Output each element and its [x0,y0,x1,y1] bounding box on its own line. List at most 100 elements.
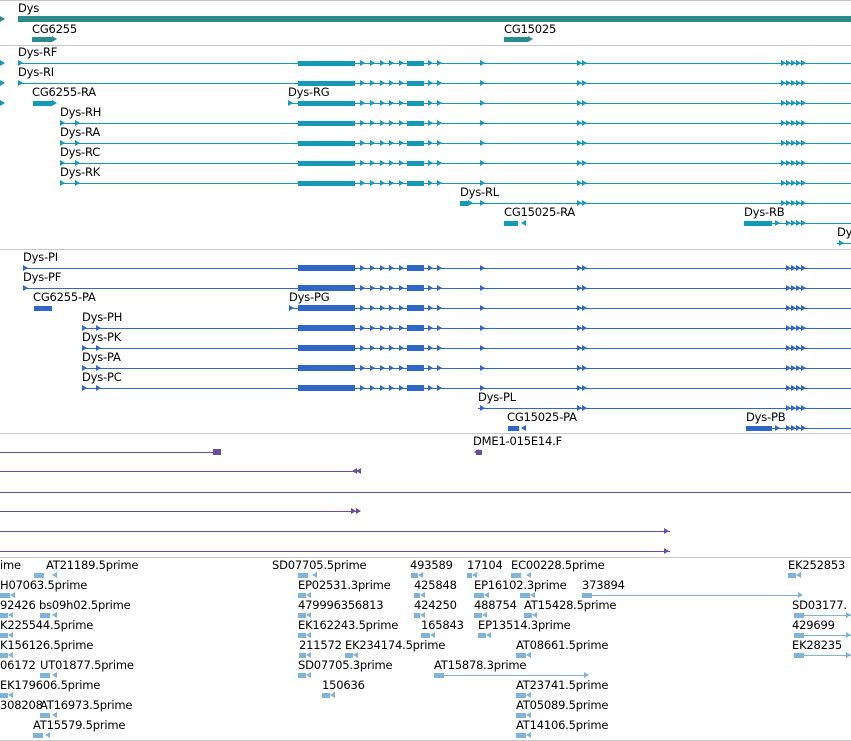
exon-block[interactable] [298,305,355,311]
est-feature[interactable] [582,593,592,598]
est-feature[interactable] [33,733,43,738]
exon-block[interactable] [407,141,424,146]
est-feature[interactable] [414,593,420,598]
exon-block[interactable] [298,101,355,106]
oligo-feature[interactable] [213,449,221,455]
est-feature[interactable] [474,613,482,618]
exon-block[interactable] [407,305,424,311]
direction-arrow-icon [399,325,404,331]
est-feature[interactable] [0,633,8,638]
exon-block[interactable] [34,306,52,311]
est-feature[interactable] [516,713,526,718]
exon-block[interactable] [298,61,355,66]
exon-block[interactable] [407,81,424,86]
direction-arrow-icon [370,180,375,186]
est-feature[interactable] [516,733,526,738]
est-feature[interactable] [298,593,306,598]
exon-block[interactable] [407,181,424,186]
est-feature[interactable] [34,573,44,578]
est-feature[interactable] [414,613,420,618]
exon-block[interactable] [298,181,355,186]
est-feature[interactable] [794,613,804,618]
exon-block[interactable] [407,161,424,166]
est-feature[interactable] [298,673,306,678]
exon-block[interactable] [407,345,424,351]
direction-arrow-icon [370,365,375,371]
est-feature[interactable] [298,633,306,638]
exon-block[interactable] [744,221,772,226]
est-feature[interactable] [345,653,353,658]
est-feature[interactable] [298,613,306,618]
est-feature[interactable] [478,633,486,638]
exon-block[interactable] [298,161,355,166]
est-feature[interactable] [516,653,526,658]
exon-block[interactable] [504,221,518,226]
exon-block[interactable] [33,101,52,106]
est-feature[interactable] [511,573,521,578]
exon-block[interactable] [407,265,424,271]
direction-arrow-icon [791,345,796,351]
est-feature[interactable] [524,613,532,618]
exon-block[interactable] [298,81,355,86]
est-feature[interactable] [474,593,484,598]
direction-arrow-icon [399,180,404,186]
est-feature[interactable] [40,673,50,678]
gene-feature[interactable] [504,37,528,42]
gene-feature[interactable] [32,37,52,42]
est-feature[interactable] [788,573,796,578]
exon-block[interactable] [746,426,772,431]
exon-block[interactable] [298,121,355,126]
est-feature[interactable] [299,653,306,658]
intron-line [18,83,851,84]
exon-block[interactable] [407,385,424,391]
direction-arrow-icon [577,200,582,206]
gene-feature[interactable] [18,16,851,22]
direction-arrow-icon [360,140,365,146]
exon-block[interactable] [298,285,355,291]
est-feature[interactable] [411,573,418,578]
exon-block[interactable] [298,265,355,271]
direction-arrow-icon [577,305,582,311]
est-feature[interactable] [40,613,50,618]
direction-arrow-icon [60,180,65,186]
est-feature[interactable] [516,693,526,698]
exon-block[interactable] [407,101,424,106]
est-feature[interactable] [0,593,10,598]
est-feature[interactable] [520,593,530,598]
est-feature[interactable] [794,633,804,638]
est-label: 373894 [582,578,625,592]
exon-block[interactable] [407,325,424,331]
est-feature[interactable] [421,633,430,638]
exon-block[interactable] [407,365,424,371]
transcript-label: CG6255-RA [32,85,96,99]
direction-arrow-icon [480,345,485,351]
exon-block[interactable] [298,141,355,146]
exon-block[interactable] [460,201,468,206]
est-feature[interactable] [40,713,50,718]
exon-block[interactable] [298,365,355,371]
est-feature[interactable] [467,573,472,578]
est-feature[interactable] [0,693,8,698]
direction-arrow-icon [577,120,582,126]
est-feature[interactable] [0,613,8,618]
transcript-label: Dys-RH [60,105,102,119]
est-feature[interactable] [794,653,804,658]
direction-arrow-icon [801,265,806,271]
exon-block[interactable] [407,121,424,126]
direction-arrow-icon [582,120,587,126]
intron-line [60,163,851,164]
exon-block[interactable] [407,285,424,291]
exon-block[interactable] [407,61,424,66]
est-feature[interactable] [434,673,444,678]
oligo-feature[interactable] [476,450,482,455]
est-feature[interactable] [0,653,8,658]
direction-arrow-icon [18,80,23,86]
exon-block[interactable] [298,325,355,331]
exon-block[interactable] [508,426,519,431]
exon-block[interactable] [298,345,355,351]
est-feature[interactable] [322,693,330,698]
exon-block[interactable] [298,385,355,391]
est-feature[interactable] [298,573,308,578]
direction-arrow-icon [781,180,786,186]
